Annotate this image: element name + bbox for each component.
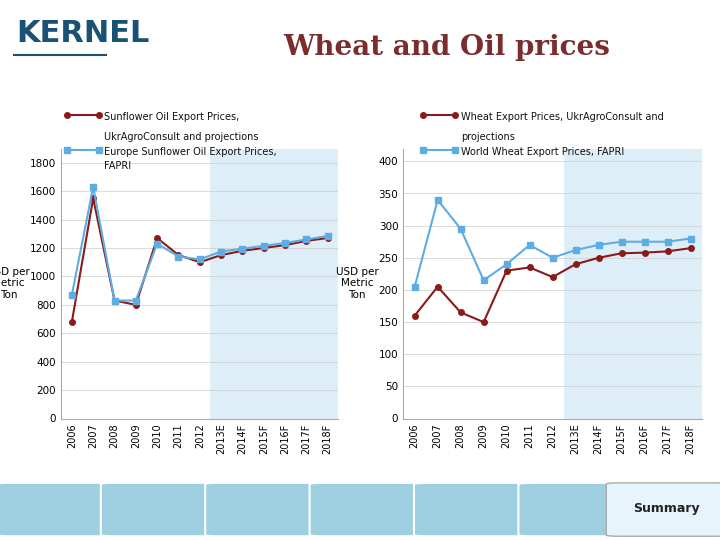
Text: KERNEL: KERNEL xyxy=(17,19,150,48)
Text: Summary: Summary xyxy=(634,502,700,516)
Text: Wheat and Oil prices: Wheat and Oil prices xyxy=(283,33,610,60)
FancyBboxPatch shape xyxy=(101,483,223,536)
Text: World Wheat Export Prices, FAPRI: World Wheat Export Prices, FAPRI xyxy=(461,147,624,157)
Text: USD per
Metric
Ton: USD per Metric Ton xyxy=(336,267,378,300)
FancyBboxPatch shape xyxy=(0,483,119,536)
Text: Europe Sunflower Oil Export Prices,: Europe Sunflower Oil Export Prices, xyxy=(104,147,277,157)
Text: USD per
Metric
Ton: USD per Metric Ton xyxy=(0,267,30,300)
Bar xyxy=(564,148,702,418)
Text: Sunflower Oil Export Prices,: Sunflower Oil Export Prices, xyxy=(104,112,240,122)
Text: projections: projections xyxy=(461,132,515,141)
Text: Wheat Export Prices, UkrAgroConsult and: Wheat Export Prices, UkrAgroConsult and xyxy=(461,112,664,122)
Text: FAPRI: FAPRI xyxy=(104,161,132,171)
Text: UkrAgroConsult and projections: UkrAgroConsult and projections xyxy=(104,132,259,141)
FancyBboxPatch shape xyxy=(310,483,432,536)
FancyBboxPatch shape xyxy=(518,483,641,536)
FancyBboxPatch shape xyxy=(606,483,720,536)
FancyBboxPatch shape xyxy=(205,483,328,536)
Bar xyxy=(210,148,338,418)
FancyBboxPatch shape xyxy=(414,483,536,536)
